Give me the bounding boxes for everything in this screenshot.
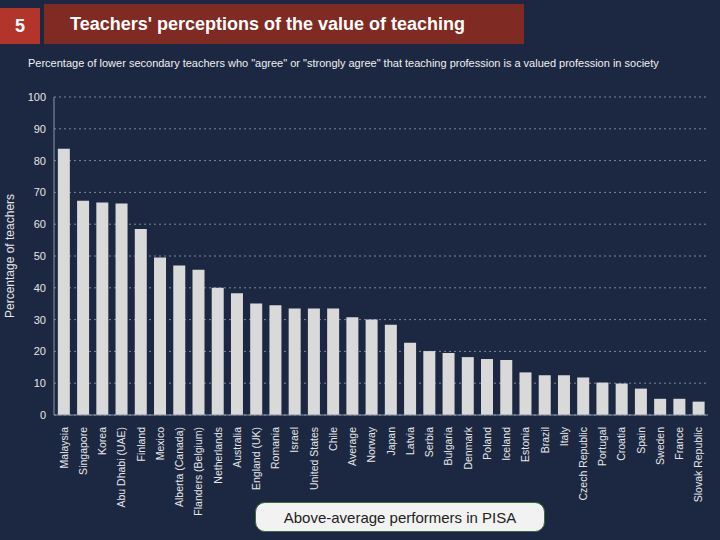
svg-text:40: 40 [34,282,46,294]
svg-text:50: 50 [34,250,46,262]
svg-text:100: 100 [28,91,46,103]
svg-text:Korea: Korea [96,427,108,455]
svg-text:France: France [673,427,685,460]
svg-text:Iceland: Iceland [500,427,512,461]
svg-text:Romania: Romania [269,427,281,469]
svg-text:90: 90 [34,123,46,135]
svg-text:Brazil: Brazil [539,427,551,453]
svg-text:Finland: Finland [135,427,147,462]
svg-text:Mexico: Mexico [154,427,166,460]
svg-text:Alberta (Canada): Alberta (Canada) [173,427,185,507]
svg-text:Japan: Japan [385,427,397,456]
svg-text:60: 60 [34,218,46,230]
svg-text:Abu Dhabi (UAE): Abu Dhabi (UAE) [115,427,127,508]
html-text:Teachers' perceptions of the v: Teachers' perceptions of the value of te… [70,14,465,34]
html-text:Above-average performers in PI: Above-average performers in PISA [283,509,517,526]
svg-text:Australia: Australia [231,427,243,468]
svg-text:Portugal: Portugal [596,427,608,466]
svg-text:Denmark: Denmark [462,426,474,469]
svg-text:Norway: Norway [365,426,377,462]
svg-text:Serbia: Serbia [423,427,435,458]
svg-text:70: 70 [34,186,46,198]
svg-text:Slovak Republic: Slovak Republic [692,427,704,502]
svg-text:80: 80 [34,155,46,167]
svg-text:Spain: Spain [635,427,647,454]
svg-text:United States: United States [308,427,320,490]
svg-text:Croatia: Croatia [615,427,627,461]
svg-text:30: 30 [34,314,46,326]
svg-text:Percentage of teachers: Percentage of teachers [8,194,17,318]
svg-text:20: 20 [34,345,46,357]
svg-text:Israel: Israel [288,427,300,453]
svg-text:Flanders (Belgium): Flanders (Belgium) [192,427,204,516]
html-text:5: 5 [15,16,25,36]
svg-text:Latvia: Latvia [404,427,416,455]
svg-text:Singapore: Singapore [77,427,89,475]
svg-text:England (UK): England (UK) [250,427,262,490]
svg-text:Chile: Chile [327,427,339,451]
svg-text:10: 10 [34,377,46,389]
svg-text:Netherlands: Netherlands [212,427,224,484]
svg-text:Poland: Poland [481,427,493,460]
html-text:Percentage of lower secondary: Percentage of lower secondary teachers w… [28,57,659,69]
svg-text:0: 0 [40,409,46,421]
svg-text:Bulgaria: Bulgaria [442,427,454,466]
svg-text:Average: Average [346,427,358,466]
svg-text:Italy: Italy [558,426,570,446]
svg-text:Malaysia: Malaysia [58,427,70,469]
svg-text:Czech Republic: Czech Republic [577,427,589,501]
svg-text:Estonia: Estonia [519,427,531,462]
svg-text:Sweden: Sweden [654,427,666,465]
